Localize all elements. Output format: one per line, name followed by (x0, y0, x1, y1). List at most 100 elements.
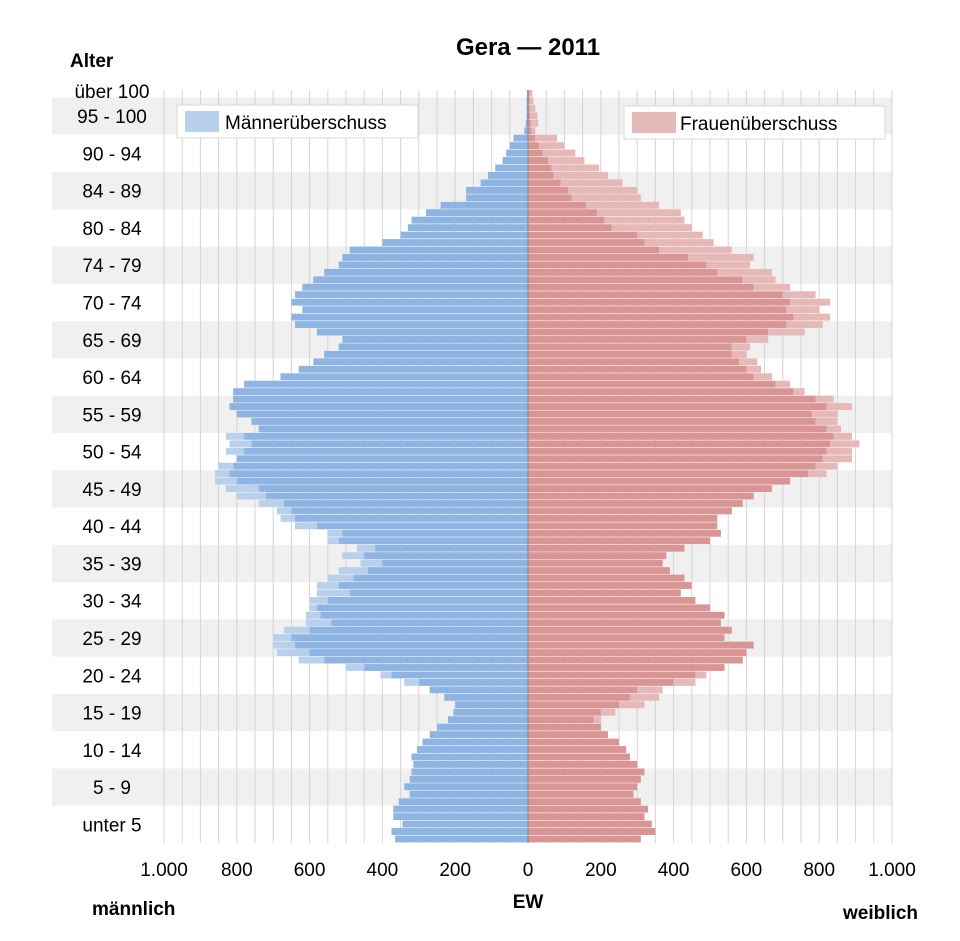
bar-male-surplus-age-42 (295, 522, 317, 530)
bar-female-age-66 (528, 343, 732, 351)
bar-male-surplus-age-24 (298, 656, 325, 664)
bar-female-age-19 (528, 693, 630, 701)
bar-male-age-89 (487, 172, 528, 179)
bar-male-age-38 (364, 552, 528, 560)
bar-male-age-20 (429, 686, 528, 694)
bar-male-age-12 (416, 746, 528, 753)
age-group-label: 35 - 39 (82, 554, 141, 575)
bar-male-age-33 (349, 589, 528, 597)
bar-male-age-72 (291, 298, 528, 306)
bar-female-surplus-age-80 (644, 239, 714, 246)
bar-male-age-5 (398, 798, 528, 806)
bar-female-surplus-age-94 (535, 134, 558, 142)
bar-female-surplus-age-74 (753, 283, 791, 291)
bar-female-surplus-age-60 (793, 388, 805, 396)
bar-female-surplus-age-96 (530, 119, 539, 127)
bar-male-age-11 (411, 753, 528, 761)
bar-female-age-71 (528, 306, 787, 314)
bar-female-surplus-age-81 (637, 231, 703, 239)
bar-male-age-44 (291, 507, 528, 515)
bar-female-age-40 (528, 537, 710, 545)
bar-male-age-96 (525, 119, 528, 127)
bar-male-age-66 (338, 343, 528, 351)
bar-male-surplus-age-37 (360, 559, 383, 567)
bar-male-age-15 (437, 723, 528, 731)
bar-male-age-68 (316, 328, 528, 336)
bar-male-surplus-age-29 (305, 619, 332, 627)
bar-female-age-65 (528, 350, 732, 358)
bar-female-age-95 (528, 127, 532, 135)
bar-female-surplus-age-50 (815, 462, 838, 470)
bar-female-age-87 (528, 186, 569, 194)
bar-male-age-37 (382, 559, 528, 567)
bar-male-age-2 (402, 820, 528, 828)
bar-male-age-57 (236, 410, 529, 418)
bar-female-age-7 (528, 783, 638, 791)
bar-female-age-41 (528, 529, 721, 537)
bar-female-age-73 (528, 291, 783, 299)
bar-female-age-25 (528, 649, 747, 657)
bar-male-age-54 (244, 432, 528, 440)
bar-female-age-49 (528, 470, 809, 478)
age-group-label: 55 - 59 (82, 405, 141, 426)
bar-male-age-99 (526, 97, 528, 105)
x-tick-label: 600 (294, 860, 326, 881)
bar-male-age-35 (353, 574, 528, 582)
bar-female-age-28 (528, 626, 732, 634)
bar-female-age-3 (528, 813, 645, 821)
bar-male-surplus-age-46 (236, 492, 266, 500)
bar-female-age-55 (528, 425, 827, 433)
bar-female-surplus-age-83 (604, 216, 685, 224)
bar-female-age-96 (528, 119, 531, 127)
bar-male-surplus-age-27 (273, 634, 292, 642)
bar-female-age-5 (528, 798, 641, 806)
bar-male-age-56 (251, 418, 529, 425)
bar-female-surplus-age-93 (538, 142, 565, 150)
bar-female-age-30 (528, 611, 725, 619)
bar-female-surplus-age-57 (811, 410, 838, 418)
age-group-label: 70 - 74 (82, 293, 142, 314)
bar-female-age-97 (528, 112, 531, 120)
bar-male-age-13 (422, 738, 528, 746)
bar-female-surplus-age-20 (637, 686, 663, 694)
bar-male-age-32 (327, 596, 528, 604)
bar-male-age-91 (502, 157, 528, 164)
bar-male-age-76 (324, 268, 528, 276)
bar-male-age-46 (265, 492, 528, 500)
bar-male-age-22 (391, 671, 528, 679)
bar-female-age-83 (528, 216, 605, 224)
bar-female-age-43 (528, 514, 718, 522)
bar-male-age-39 (375, 544, 528, 552)
bar-male-age-74 (302, 283, 528, 291)
legend-female-label: Frauenüberschuss (680, 114, 837, 135)
bar-male-age-18 (455, 701, 528, 709)
age-group-label: 74 - 79 (82, 256, 141, 277)
bar-female-surplus-age-71 (786, 306, 820, 314)
bar-male-age-58 (229, 403, 528, 410)
bar-male-age-94 (513, 134, 528, 142)
bar-male-age-50 (233, 462, 528, 470)
bar-male-age-60 (233, 388, 528, 396)
age-group-label: 10 - 14 (82, 741, 142, 762)
bar-male-age-7 (404, 783, 528, 791)
bar-female-surplus-age-67 (746, 336, 769, 343)
bar-female-age-67 (528, 336, 747, 343)
bar-female-surplus-age-78 (688, 254, 754, 261)
age-group-label: 45 - 49 (82, 480, 141, 501)
x-tick-label: 400 (367, 860, 399, 881)
bar-male-age-0 (395, 835, 528, 843)
bar-male-age-24 (324, 656, 528, 664)
bar-female-age-60 (528, 388, 794, 396)
bar-female-surplus-age-73 (782, 291, 816, 299)
bar-male-age-17 (453, 708, 528, 716)
bar-female-age-39 (528, 544, 685, 552)
age-group-label: 50 - 54 (82, 443, 142, 464)
age-group-label: 90 - 94 (82, 144, 142, 165)
bar-female-age-100 (528, 90, 530, 97)
age-group-label: 25 - 29 (82, 629, 141, 650)
bar-female-surplus-age-89 (553, 172, 609, 179)
bar-female-surplus-age-66 (731, 343, 751, 351)
bar-female-surplus-age-84 (597, 209, 681, 217)
bar-male-age-98 (526, 104, 528, 112)
bar-female-surplus-age-17 (600, 708, 616, 716)
